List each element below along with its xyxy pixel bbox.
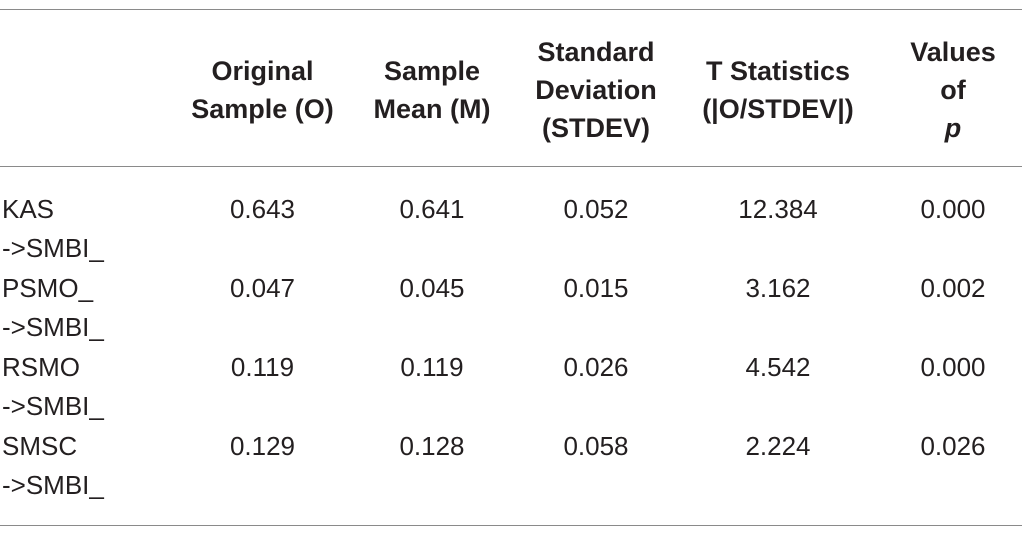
table-cell: 0.015 [563, 273, 629, 303]
table-cell: 0.119 [230, 352, 295, 382]
header-text-prefix: of [940, 75, 966, 105]
row-label-line: ->SMBI_ [2, 233, 104, 263]
row-label-line: RSMO [2, 352, 80, 382]
table-cell: 2.224 [745, 431, 811, 461]
table-bottom-rule [0, 525, 1022, 526]
table-header-rule [0, 166, 1022, 167]
header-text: (STDEV) [542, 113, 650, 143]
table-cell: 12.384 [738, 194, 818, 224]
table-top-rule [0, 9, 1022, 10]
table-cell: 0.026 [563, 352, 629, 382]
table-cell: 0.119 [400, 352, 464, 382]
table-cell: 0.058 [563, 431, 629, 461]
row-label: RSMO ->SMBI_ [2, 348, 104, 426]
table-cell: 0.002 [920, 273, 986, 303]
header-t-statistics: T Statistics (|O/STDEV|) [688, 30, 868, 150]
table-cell: 0.026 [920, 431, 986, 461]
table-cell: 3.162 [745, 273, 811, 303]
header-text: Deviation [535, 75, 657, 105]
table-cell: 0.047 [229, 273, 296, 303]
row-label-line: ->SMBI_ [2, 312, 104, 342]
header-text: Sample (O) [191, 94, 334, 124]
header-text: Sample [383, 56, 481, 86]
header-text: (|O/STDEV|) [702, 94, 854, 124]
header-text: Standard [537, 37, 655, 67]
row-label-line: ->SMBI_ [2, 470, 104, 500]
header-values-of-p: Values of p [888, 30, 1018, 150]
table-cell: 0.641 [399, 194, 465, 224]
row-label: KAS ->SMBI_ [2, 190, 104, 268]
table-cell: 4.542 [745, 352, 811, 382]
header-text-italic-p: p [944, 113, 962, 143]
table-cell: 0.128 [399, 431, 465, 461]
row-label-line: ->SMBI_ [2, 391, 104, 421]
header-text: Original [211, 56, 314, 86]
table-cell: 0.643 [229, 194, 296, 224]
table-cell: 0.000 [920, 352, 986, 382]
header-sample-mean: Sample Mean (M) [358, 30, 506, 150]
row-label: PSMO_ ->SMBI_ [2, 269, 104, 347]
header-text: Mean (M) [373, 94, 491, 124]
table-cell: 0.129 [229, 431, 296, 461]
header-standard-deviation: Standard Deviation (STDEV) [520, 30, 672, 150]
row-label-line: KAS [2, 194, 55, 224]
table-cell: 0.052 [563, 194, 629, 224]
row-label: SMSC ->SMBI_ [2, 427, 104, 505]
header-text: of p [910, 71, 996, 147]
header-original-sample: Original Sample (O) [180, 30, 345, 150]
row-label-line: SMSC [2, 431, 78, 461]
header-text: T Statistics [705, 56, 851, 86]
table-cell: 0.000 [920, 194, 986, 224]
table-cell: 0.045 [399, 273, 465, 303]
header-text: Values [910, 37, 996, 67]
row-label-line: PSMO_ [2, 273, 94, 303]
